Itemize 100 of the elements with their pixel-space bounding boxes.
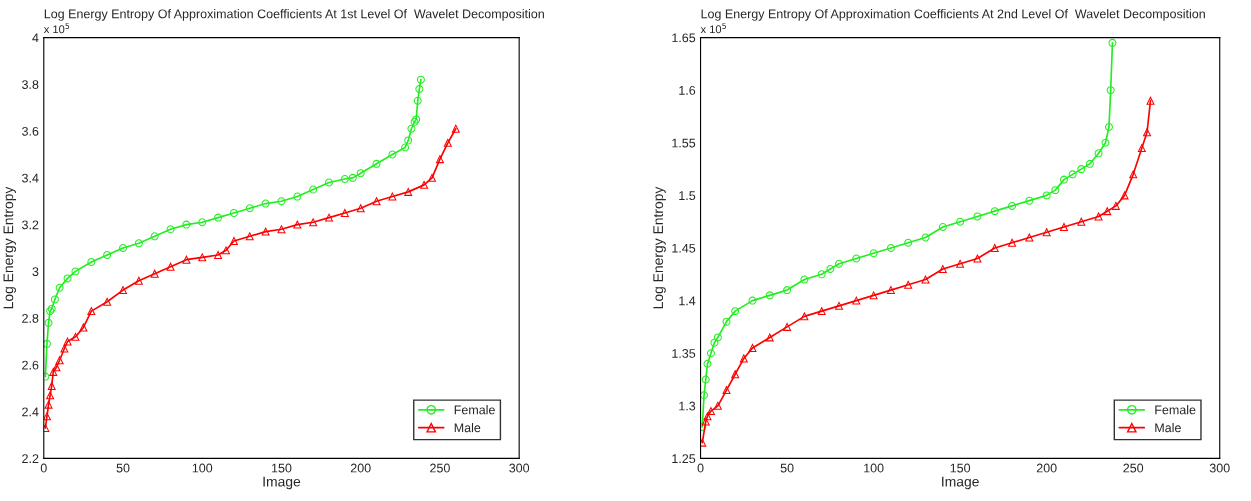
point <box>47 381 56 390</box>
point <box>703 359 712 368</box>
point <box>731 370 740 379</box>
point <box>700 391 709 400</box>
point <box>182 255 191 264</box>
point <box>1059 222 1068 231</box>
point <box>710 338 719 347</box>
point <box>826 265 835 274</box>
point <box>1042 191 1051 200</box>
point <box>71 267 80 276</box>
point <box>44 400 53 409</box>
point <box>87 258 96 267</box>
y-tick-label: 3.4 <box>22 173 39 183</box>
point <box>340 175 349 184</box>
x-tick-label: 50 <box>780 463 794 473</box>
y-tick-label: 3.6 <box>22 126 39 136</box>
point <box>701 375 710 384</box>
x-tick-label: 300 <box>1209 463 1230 473</box>
point <box>166 262 175 271</box>
point <box>245 232 254 241</box>
point <box>817 307 826 316</box>
point <box>356 204 365 213</box>
x-tick-label: 0 <box>697 463 704 473</box>
point <box>356 169 365 178</box>
point <box>1042 228 1051 237</box>
point <box>229 208 238 217</box>
point <box>748 343 757 352</box>
point <box>44 318 53 327</box>
point <box>1077 217 1086 226</box>
y-tick-label: 3 <box>32 267 39 277</box>
point <box>134 239 143 248</box>
point <box>119 244 128 252</box>
legend-label: Female <box>454 405 495 415</box>
point <box>1059 175 1068 184</box>
legend-label: Male <box>1155 423 1181 433</box>
point <box>166 225 175 234</box>
point <box>869 249 878 258</box>
point <box>938 222 947 231</box>
point <box>817 270 826 279</box>
point <box>150 269 159 278</box>
point <box>835 259 843 268</box>
point <box>277 197 286 206</box>
point <box>293 220 302 229</box>
legend-label: Female <box>1155 405 1196 415</box>
x-tick-label: 50 <box>116 463 130 473</box>
point <box>50 295 59 304</box>
point <box>71 332 80 341</box>
point <box>49 367 58 376</box>
point <box>783 322 792 331</box>
point <box>407 124 416 133</box>
point <box>46 391 55 400</box>
point <box>700 438 707 447</box>
point <box>416 75 425 84</box>
point <box>1025 233 1034 242</box>
y-tick-label: 1.4 <box>679 296 696 306</box>
point <box>325 178 333 187</box>
point <box>55 283 64 292</box>
y-tick-label: 2.4 <box>22 407 39 417</box>
point <box>261 227 270 236</box>
point <box>800 312 809 321</box>
y-tick-label: 1.65 <box>672 33 696 43</box>
x-tick-label: 200 <box>1036 463 1057 473</box>
point <box>921 275 930 284</box>
point <box>1068 170 1077 179</box>
point <box>388 192 397 201</box>
point <box>47 304 56 313</box>
point <box>214 251 223 259</box>
point <box>443 138 452 147</box>
point <box>1143 128 1152 137</box>
y-tick-label: 2.8 <box>22 313 39 323</box>
x-tick-label: 250 <box>430 463 450 473</box>
y-axis-title: Log Energy Entropy <box>653 186 666 309</box>
y-tick-label: 1.25 <box>672 454 696 464</box>
point <box>722 386 731 395</box>
y-tick-label: 4 <box>32 33 39 43</box>
point <box>79 323 88 332</box>
point <box>1077 165 1086 174</box>
point <box>401 143 410 152</box>
point <box>990 207 999 216</box>
y-tick-label: 2.6 <box>22 360 39 370</box>
point <box>835 301 843 310</box>
point <box>869 291 878 300</box>
point <box>134 276 143 285</box>
y-tick-label: 1.6 <box>679 85 696 95</box>
point <box>428 173 436 182</box>
point <box>956 217 965 226</box>
point <box>52 363 61 372</box>
y-tick-label: 3.2 <box>22 220 39 230</box>
text: x 10$^{5}$ <box>43 23 70 34</box>
point <box>293 192 302 201</box>
point <box>420 180 429 189</box>
point <box>1094 149 1103 158</box>
point <box>63 274 72 283</box>
point <box>404 136 413 145</box>
y-tick-label: 1.3 <box>679 401 696 411</box>
text: x 10$^{5}$ <box>700 23 726 34</box>
point <box>1008 201 1017 210</box>
point <box>150 232 159 241</box>
point <box>277 225 286 234</box>
x-axis-title: Image <box>942 476 979 490</box>
